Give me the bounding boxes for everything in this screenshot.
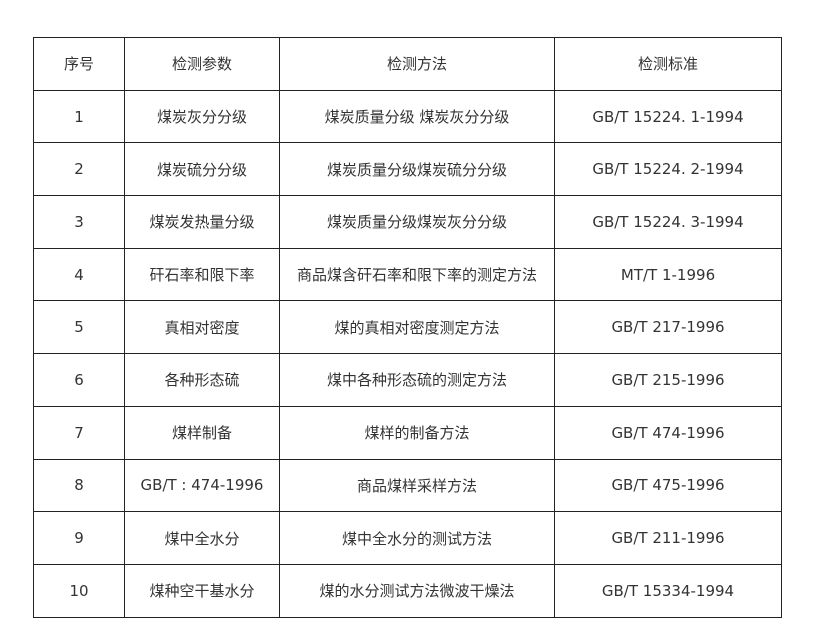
cell-method: 煤炭质量分级煤炭硫分分级 [279, 142, 555, 197]
cell-index: 9 [33, 511, 125, 565]
cell-index: 8 [33, 458, 125, 513]
cell-method: 煤的水分测试方法微波干燥法 [279, 563, 555, 618]
header-method: 检测方法 [279, 37, 555, 91]
cell-index: 4 [33, 247, 125, 302]
header-standard: 检测标准 [554, 37, 782, 91]
cell-parameter: 矸石率和限下率 [124, 247, 280, 302]
table-row: 3 煤炭发热量分级 煤炭质量分级煤炭灰分分级 GB/T 15224. 3-1994 [33, 195, 782, 249]
cell-standard: MT/T 1-1996 [554, 247, 782, 302]
cell-standard: GB/T 217-1996 [554, 300, 782, 355]
table-row: 7 煤样制备 煤样的制备方法 GB/T 474-1996 [33, 405, 782, 460]
cell-index: 5 [33, 300, 125, 355]
cell-method: 商品煤样采样方法 [279, 458, 555, 513]
cell-index: 10 [33, 563, 125, 618]
cell-parameter: 煤炭发热量分级 [124, 195, 280, 249]
cell-standard: GB/T 15224. 2-1994 [554, 142, 782, 197]
cell-method: 煤样的制备方法 [279, 405, 555, 460]
cell-index: 1 [33, 89, 125, 144]
cell-standard: GB/T 215-1996 [554, 353, 782, 407]
cell-parameter: 各种形态硫 [124, 353, 280, 407]
table-row: 5 真相对密度 煤的真相对密度测定方法 GB/T 217-1996 [33, 300, 782, 355]
cell-standard: GB/T 15224. 1-1994 [554, 89, 782, 144]
cell-parameter: GB/T : 474-1996 [124, 458, 280, 513]
cell-parameter: 煤炭灰分分级 [124, 89, 280, 144]
cell-parameter: 煤中全水分 [124, 511, 280, 565]
cell-index: 3 [33, 195, 125, 249]
table-header-row: 序号 检测参数 检测方法 检测标准 [33, 37, 782, 91]
cell-index: 7 [33, 405, 125, 460]
header-parameter: 检测参数 [124, 37, 280, 91]
cell-method: 煤的真相对密度测定方法 [279, 300, 555, 355]
cell-parameter: 煤炭硫分分级 [124, 142, 280, 197]
cell-standard: GB/T 475-1996 [554, 458, 782, 513]
cell-standard: GB/T 211-1996 [554, 511, 782, 565]
cell-method: 煤中全水分的测试方法 [279, 511, 555, 565]
cell-index: 6 [33, 353, 125, 407]
table-row: 6 各种形态硫 煤中各种形态硫的测定方法 GB/T 215-1996 [33, 353, 782, 407]
cell-parameter: 煤种空干基水分 [124, 563, 280, 618]
cell-method: 商品煤含矸石率和限下率的测定方法 [279, 247, 555, 302]
cell-parameter: 真相对密度 [124, 300, 280, 355]
cell-index: 2 [33, 142, 125, 197]
cell-parameter: 煤样制备 [124, 405, 280, 460]
cell-method: 煤炭质量分级煤炭灰分分级 [279, 195, 555, 249]
coal-testing-standards-table: 序号 检测参数 检测方法 检测标准 1 煤炭灰分分级 煤炭质量分级 煤炭灰分分级 GB… [33, 37, 782, 618]
cell-standard: GB/T 474-1996 [554, 405, 782, 460]
cell-standard: GB/T 15224. 3-1994 [554, 195, 782, 249]
table-row: 8 GB/T : 474-1996 商品煤样采样方法 GB/T 475-1996 [33, 458, 782, 513]
cell-method: 煤炭质量分级 煤炭灰分分级 [279, 89, 555, 144]
cell-standard: GB/T 15334-1994 [554, 563, 782, 618]
table-row: 2 煤炭硫分分级 煤炭质量分级煤炭硫分分级 GB/T 15224. 2-1994 [33, 142, 782, 197]
header-index: 序号 [33, 37, 125, 91]
cell-method: 煤中各种形态硫的测定方法 [279, 353, 555, 407]
table-row: 1 煤炭灰分分级 煤炭质量分级 煤炭灰分分级 GB/T 15224. 1-1994 [33, 89, 782, 144]
table-row: 10 煤种空干基水分 煤的水分测试方法微波干燥法 GB/T 15334-1994 [33, 563, 782, 618]
table-row: 9 煤中全水分 煤中全水分的测试方法 GB/T 211-1996 [33, 511, 782, 565]
table-row: 4 矸石率和限下率 商品煤含矸石率和限下率的测定方法 MT/T 1-1996 [33, 247, 782, 302]
